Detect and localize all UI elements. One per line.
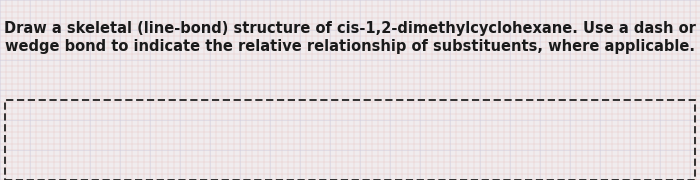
Bar [5, 100, 695, 180]
Text: Draw a skeletal (line-bond) structure of cis-1,2-dimethylcyclohexane. Use a dash: Draw a skeletal (line-bond) structure of… [4, 21, 696, 35]
Text: wedge bond to indicate the relative relationship of substituents, where applicab: wedge bond to indicate the relative rela… [5, 39, 695, 53]
